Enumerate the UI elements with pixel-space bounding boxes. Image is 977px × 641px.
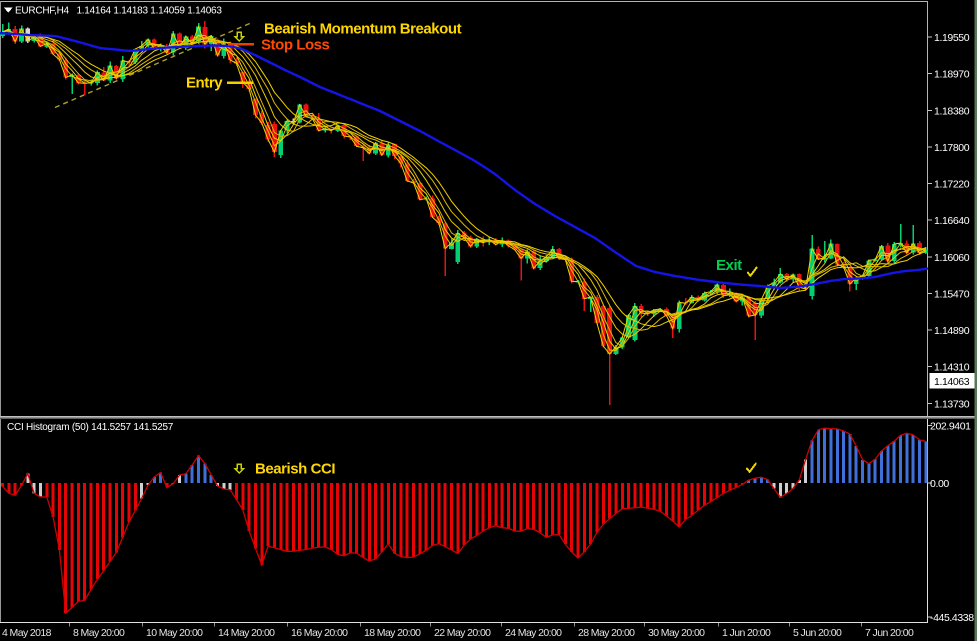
svg-text:1 Jun 20:00: 1 Jun 20:00: [722, 627, 771, 639]
svg-text:1.15470: 1.15470: [934, 288, 970, 300]
svg-text:Bearish CCI: Bearish CCI: [255, 461, 335, 478]
svg-text:Entry: Entry: [186, 75, 223, 92]
svg-text:1.14063: 1.14063: [934, 376, 970, 388]
svg-text:1.19550: 1.19550: [934, 32, 970, 44]
svg-text:1.13730: 1.13730: [934, 398, 970, 410]
svg-text:28 May 20:00: 28 May 20:00: [578, 627, 635, 639]
svg-text:0.00: 0.00: [930, 478, 949, 490]
svg-text:30 May 20:00: 30 May 20:00: [648, 627, 705, 639]
svg-text:1.16060: 1.16060: [934, 252, 970, 264]
svg-text:1.17220: 1.17220: [934, 179, 970, 191]
svg-text:4 May 2018: 4 May 2018: [2, 627, 52, 639]
svg-text:18 May 20:00: 18 May 20:00: [364, 627, 421, 639]
svg-text:8 May 20:00: 8 May 20:00: [73, 627, 125, 639]
svg-text:1.14310: 1.14310: [934, 362, 970, 374]
svg-text:22 May 20:00: 22 May 20:00: [434, 627, 491, 639]
svg-text:Stop Loss: Stop Loss: [261, 37, 330, 54]
svg-text:EURCHF,H4 1.14164 1.14183 1.: EURCHF,H4 1.14164 1.14183 1.14059 1.1406…: [15, 6, 222, 17]
svg-text:-445.4338: -445.4338: [930, 612, 974, 624]
svg-text:1.17800: 1.17800: [934, 142, 970, 154]
svg-text:Bearish Momentum Breakout: Bearish Momentum Breakout: [264, 21, 462, 38]
svg-text:Exit: Exit: [716, 257, 742, 274]
svg-text:7 Jun 20:00: 7 Jun 20:00: [865, 627, 914, 639]
svg-text:14 May 20:00: 14 May 20:00: [218, 627, 275, 639]
svg-text:202.9401: 202.9401: [930, 421, 971, 433]
svg-text:CCI Histogram (50) 141.5257 14: CCI Histogram (50) 141.5257 141.5257: [7, 422, 174, 433]
svg-text:1.14890: 1.14890: [934, 325, 970, 337]
svg-text:1.18380: 1.18380: [934, 105, 970, 117]
svg-text:5 Jun 20:00: 5 Jun 20:00: [793, 627, 842, 639]
svg-text:10 May 20:00: 10 May 20:00: [146, 627, 203, 639]
svg-text:16 May 20:00: 16 May 20:00: [291, 627, 348, 639]
svg-text:1.16640: 1.16640: [934, 215, 970, 227]
svg-text:1.18970: 1.18970: [934, 69, 970, 81]
svg-text:24 May 20:00: 24 May 20:00: [505, 627, 562, 639]
